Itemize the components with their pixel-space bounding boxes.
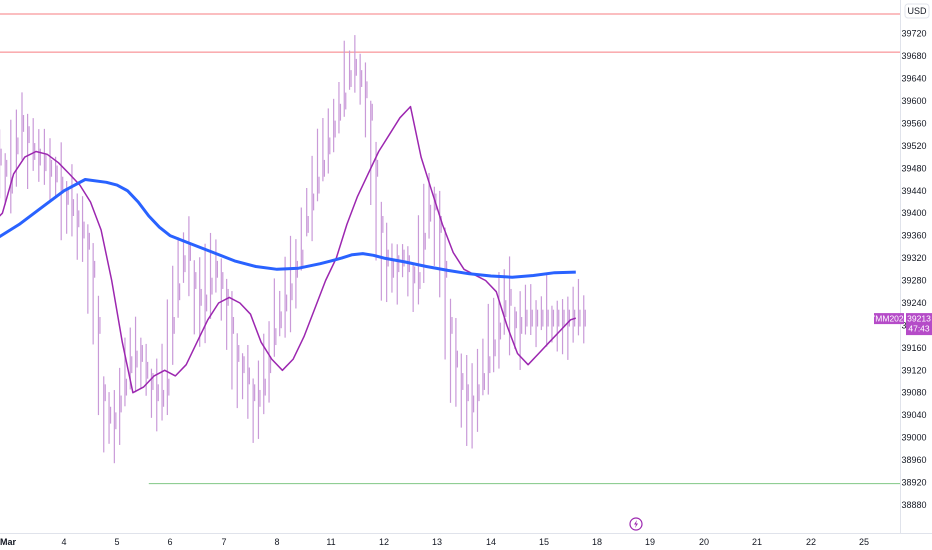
countdown-label: 47:43 bbox=[908, 324, 930, 334]
x-tick-5: 8 bbox=[274, 537, 279, 547]
y-tick-10: 39280 bbox=[901, 276, 926, 286]
y-tick-6: 39120 bbox=[901, 365, 926, 375]
y-tick-0: 38880 bbox=[901, 500, 926, 510]
price-badge: YMM2024 39213 47:43 bbox=[870, 313, 932, 336]
y-tick-2: 38960 bbox=[901, 455, 926, 465]
y-tick-17: 39560 bbox=[901, 118, 926, 128]
y-tick-15: 39480 bbox=[901, 163, 926, 173]
x-tick-15: 22 bbox=[806, 537, 816, 547]
x-tick-3: 6 bbox=[167, 537, 172, 547]
currency-label: USD bbox=[907, 6, 927, 16]
y-tick-14: 39440 bbox=[901, 186, 926, 196]
x-tick-14: 21 bbox=[752, 537, 762, 547]
y-tick-11: 39320 bbox=[901, 253, 926, 263]
x-tick-9: 14 bbox=[486, 537, 496, 547]
x-tick-1: 4 bbox=[61, 537, 66, 547]
price-axis[interactable]: 38880 38920 38960 39000 39040 39080 39120 39160… bbox=[901, 29, 926, 510]
y-tick-12: 39360 bbox=[901, 231, 926, 241]
time-axis[interactable]: Mar 4 5 6 7 8 11 12 13 14 15 18 19 20 21 22 25 bbox=[0, 537, 869, 547]
x-tick-2: 5 bbox=[114, 537, 119, 547]
y-tick-9: 39240 bbox=[901, 298, 926, 308]
price-candles bbox=[0, 35, 586, 464]
y-tick-5: 39080 bbox=[901, 388, 926, 398]
series-line-1 bbox=[0, 178, 576, 279]
x-tick-16: 25 bbox=[859, 537, 869, 547]
x-tick-8: 13 bbox=[432, 537, 442, 547]
x-tick-7: 12 bbox=[379, 537, 389, 547]
currency-selector[interactable]: USD bbox=[904, 3, 930, 19]
y-tick-20: 39680 bbox=[901, 51, 926, 61]
y-tick-16: 39520 bbox=[901, 141, 926, 151]
y-tick-3: 39000 bbox=[901, 433, 926, 443]
price-badge-bg bbox=[906, 313, 932, 336]
y-tick-18: 39600 bbox=[901, 96, 926, 106]
symbol-badge-text: YMM2024 bbox=[870, 314, 909, 324]
x-tick-6: 11 bbox=[326, 537, 335, 547]
y-tick-19: 39640 bbox=[901, 74, 926, 84]
symbol-badge-bg bbox=[874, 313, 904, 325]
x-tick-10: 15 bbox=[539, 537, 549, 547]
plot-background bbox=[0, 0, 900, 533]
moving-averages bbox=[0, 105, 577, 394]
horizontal-lines bbox=[0, 13, 900, 485]
x-tick-0: Mar bbox=[0, 537, 16, 547]
x-tick-12: 19 bbox=[645, 537, 655, 547]
y-tick-7: 39160 bbox=[901, 343, 926, 353]
x-tick-13: 20 bbox=[699, 537, 709, 547]
x-tick-4: 7 bbox=[221, 537, 226, 547]
y-tick-4: 39040 bbox=[901, 410, 926, 420]
lightning-icon[interactable] bbox=[629, 517, 643, 531]
last-price-label: 39213 bbox=[907, 314, 931, 324]
x-tick-11: 18 bbox=[592, 537, 602, 547]
series-line-0 bbox=[0, 105, 577, 394]
y-tick-21: 39720 bbox=[901, 29, 926, 39]
y-tick-1: 38920 bbox=[901, 478, 926, 488]
y-tick-13: 39400 bbox=[901, 208, 926, 218]
